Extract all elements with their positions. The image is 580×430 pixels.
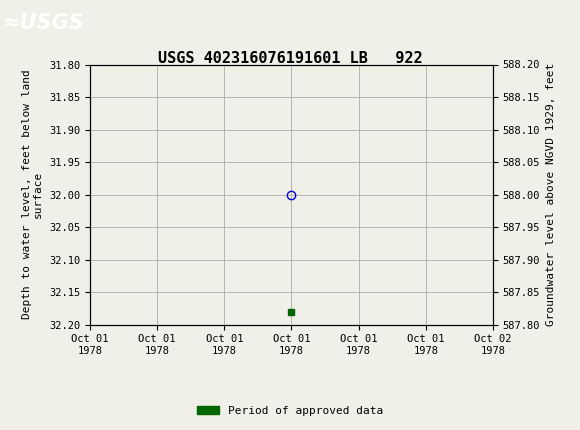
Y-axis label: Depth to water level, feet below land
surface: Depth to water level, feet below land su…: [22, 70, 44, 319]
Text: ≈USGS: ≈USGS: [3, 12, 85, 33]
Y-axis label: Groundwater level above NGVD 1929, feet: Groundwater level above NGVD 1929, feet: [546, 63, 556, 326]
Text: USGS 402316076191601 LB   922: USGS 402316076191601 LB 922: [158, 51, 422, 65]
Legend: Period of approved data: Period of approved data: [193, 401, 387, 420]
